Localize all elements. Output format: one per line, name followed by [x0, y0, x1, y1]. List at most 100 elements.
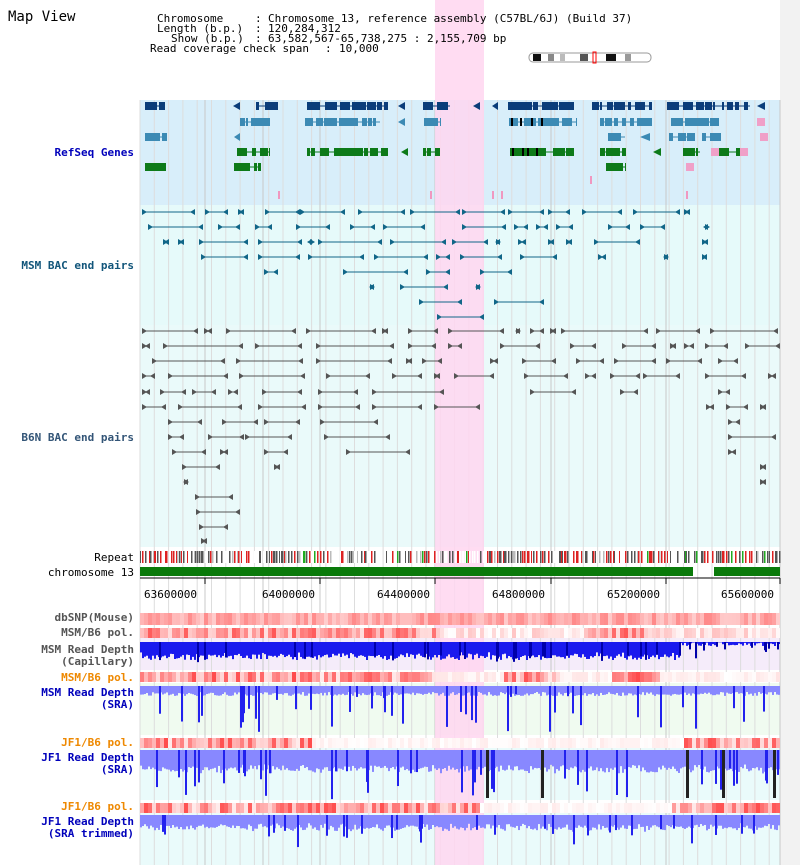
read-depth-bar	[140, 686, 142, 695]
repeat-element	[683, 551, 685, 563]
gene-exon	[373, 118, 376, 126]
repeat-element	[463, 551, 465, 563]
chromosome-bar[interactable]	[140, 567, 781, 584]
repeat-element	[392, 551, 394, 563]
refseq-track-label[interactable]: RefSeq Genes	[54, 146, 134, 159]
repeat-track[interactable]	[140, 551, 781, 563]
gene-pink-tick	[590, 176, 592, 184]
read-depth-bar	[648, 815, 650, 830]
b6n-bac-track-label[interactable]: B6N BAC end pairs	[21, 431, 134, 444]
repeat-element	[276, 551, 278, 563]
heatmap-cell	[236, 738, 240, 748]
heatmap-cell	[364, 628, 368, 638]
heatmap-cell	[424, 628, 428, 638]
read-depth-bar	[712, 642, 714, 645]
chromosome-ideogram[interactable]	[528, 51, 652, 64]
msm-bac-pair-end	[318, 239, 323, 245]
read-depth-bar	[372, 750, 374, 772]
read-depth-bar	[206, 686, 208, 694]
read-depth-spike	[391, 815, 393, 839]
msm-bac-track-label[interactable]: MSM BAC end pairs	[21, 259, 134, 272]
heatmap-cell	[532, 738, 536, 748]
b6n-bac-track[interactable]	[142, 328, 780, 544]
heatmap-cell	[216, 628, 220, 638]
read-depth-bar	[470, 815, 472, 831]
read-depth-bar	[596, 750, 598, 768]
read-depth-bar	[218, 750, 220, 766]
read-depth-bar	[620, 815, 622, 828]
heatmap-cell	[288, 738, 292, 748]
repeat-element	[150, 551, 152, 563]
gene-exon-dark	[531, 118, 533, 126]
read-depth-bar	[520, 642, 522, 657]
heatmap-cell	[676, 803, 680, 813]
selection-highlight[interactable]	[435, 0, 484, 865]
gene-pink-block	[740, 148, 748, 156]
read-depth-spike	[679, 642, 681, 656]
read-depth-bar	[252, 815, 254, 832]
read-depth-bar	[150, 642, 152, 660]
heatmap-cell	[688, 738, 692, 748]
read-depth-bar	[488, 642, 490, 653]
b6n-bac-pair-end	[771, 373, 776, 379]
read-depth-bar	[504, 815, 506, 831]
polymorphism-heatmaps[interactable]	[140, 613, 780, 813]
heatmap-cell	[720, 628, 724, 638]
read-depth-bar	[728, 642, 730, 646]
b6n-bac-pair-end	[201, 449, 206, 455]
msm-bac-pair-end	[235, 224, 240, 230]
heatmap-cell	[680, 738, 684, 748]
read-depth-spike	[366, 750, 368, 782]
ideogram-band	[606, 54, 616, 61]
read-depth-bar	[648, 686, 650, 694]
heatmap-cell	[728, 803, 732, 813]
read-depth-bar	[410, 815, 412, 826]
repeat-element	[712, 551, 714, 563]
heatmap-cell	[316, 738, 320, 748]
b6n-bac-pair-end	[236, 358, 241, 364]
read-depth-bar	[492, 642, 494, 656]
heatmap-cell	[376, 803, 380, 813]
heatmap-cell	[568, 672, 572, 682]
read-depth-bar	[458, 815, 460, 830]
b6n-bac-pair-end	[500, 343, 505, 349]
b6n-bac-pair-end	[287, 434, 292, 440]
read-depth-bar	[414, 686, 416, 696]
heatmap-cell	[152, 738, 156, 748]
refseq-genes-track[interactable]	[145, 102, 768, 199]
heatmap-cell	[504, 613, 508, 625]
read-depth-bar	[754, 750, 756, 769]
msm-bac-pair-end	[703, 239, 708, 245]
read-depth-bar	[604, 750, 606, 773]
heatmap-cell	[508, 628, 512, 638]
msm-bac-pair-end	[255, 224, 260, 230]
read-depth-spike	[715, 750, 717, 784]
read-depth-bar	[652, 686, 654, 695]
read-depth-bar	[434, 815, 436, 828]
heatmap-cell	[260, 613, 264, 625]
read-depth-bar	[540, 642, 542, 660]
read-depth-bar	[352, 686, 354, 696]
b6n-bac-pair-end	[262, 389, 267, 395]
heatmap-cell	[656, 672, 660, 682]
gene-exon	[600, 118, 604, 126]
heatmap-cell	[540, 803, 544, 813]
heatmap-cell	[560, 738, 564, 748]
read-depth-bar	[280, 815, 282, 828]
read-depth-bar	[704, 815, 706, 825]
read-depth-bar	[328, 750, 330, 771]
read-depth-bar	[304, 750, 306, 768]
read-depth-bar	[766, 686, 768, 695]
msm-bac-track[interactable]	[142, 209, 710, 320]
heatmap-cell	[280, 613, 284, 625]
read-depth-bar	[558, 750, 560, 771]
msm-bac-pair-end	[475, 284, 480, 290]
msm-bac-pair-end	[625, 224, 630, 230]
heatmap-cell	[324, 628, 328, 638]
read-depth-spike	[244, 750, 246, 777]
read-depth-tracks[interactable]	[140, 642, 780, 848]
b6n-bac-pair-end	[675, 373, 680, 379]
heatmap-cell	[556, 738, 560, 748]
heatmap-cell	[760, 628, 764, 638]
read-depth-bar	[444, 642, 446, 659]
